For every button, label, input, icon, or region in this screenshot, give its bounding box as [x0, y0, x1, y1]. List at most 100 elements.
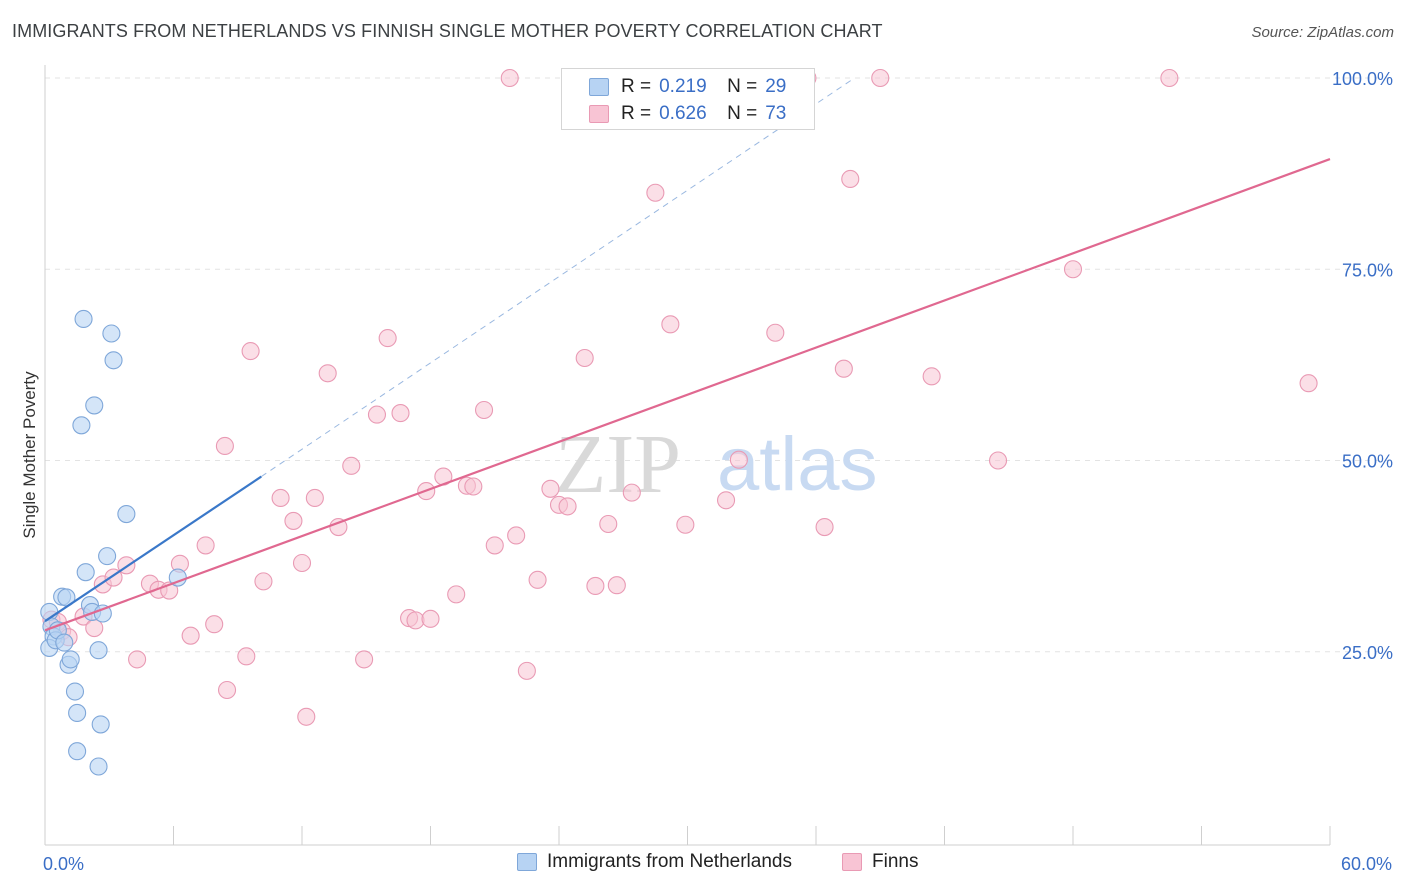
- finns-point: [237, 647, 256, 666]
- finns-point: [815, 518, 834, 537]
- finns-point: [305, 488, 324, 508]
- finns-point: [329, 518, 348, 537]
- finns-point: [871, 68, 890, 88]
- finns-point: [766, 323, 785, 342]
- finns-point: [297, 707, 316, 726]
- source-label: Source: ZipAtlas.com: [1251, 24, 1394, 41]
- chart-title: IMMIGRANTS FROM NETHERLANDS VS FINNISH S…: [12, 21, 883, 41]
- legend-n-label: N =: [727, 103, 758, 124]
- netherlands-point: [68, 742, 87, 761]
- finns-point: [292, 553, 312, 573]
- finns-point: [474, 400, 494, 420]
- netherlands-point: [72, 416, 91, 435]
- watermark-zip: ZIP: [555, 418, 681, 511]
- netherlands-point: [55, 633, 74, 652]
- finns-point: [1160, 68, 1179, 88]
- finns-point: [342, 456, 361, 475]
- legend-row-netherlands: R = 0.219 N = 29: [562, 73, 786, 101]
- stats-legend: R = 0.219 N = 29 R = 0.626 N = 73: [561, 68, 815, 130]
- finns-point: [128, 650, 147, 669]
- netherlands-point: [117, 504, 136, 524]
- finns-point: [1063, 260, 1083, 279]
- finns-point: [500, 68, 519, 88]
- y-tick-label: 25.0%: [1342, 643, 1393, 663]
- finns-point: [447, 585, 466, 604]
- netherlands-point: [91, 715, 110, 734]
- grid-layer: [45, 77, 1392, 653]
- finns-point: [378, 329, 397, 348]
- finns-point: [575, 348, 594, 368]
- legend-r-label: R =: [621, 76, 652, 97]
- y-tick-label: 100.0%: [1332, 69, 1393, 89]
- finns-point: [284, 511, 303, 530]
- finns-point: [507, 526, 526, 545]
- netherlands-point: [89, 641, 108, 660]
- finns-point: [421, 609, 440, 628]
- finns-point: [464, 477, 483, 496]
- finns-point: [661, 315, 680, 334]
- netherlands-point: [61, 650, 80, 669]
- finns-point: [215, 436, 234, 456]
- x-tick-label: 60.0%: [1341, 854, 1392, 874]
- finns-point: [558, 497, 577, 516]
- finns-point: [541, 479, 560, 498]
- bottom-legend-label: Immigrants from Netherlands: [547, 851, 792, 872]
- finns-point: [181, 626, 200, 645]
- finns-point: [528, 570, 547, 589]
- finns-point: [367, 405, 387, 424]
- finns-point: [729, 450, 748, 469]
- legend-r-value: 0.219: [659, 76, 707, 97]
- axis-layer: 25.0% 50.0% 75.0% 100.0% 0.0% 60.0%: [43, 65, 1393, 874]
- netherlands-point: [65, 682, 85, 701]
- legend-swatch-blue: [589, 78, 609, 96]
- finns-point: [205, 615, 224, 634]
- legend-n-value: 73: [765, 103, 787, 124]
- bottom-legend-netherlands: Immigrants from Netherlands: [517, 851, 792, 873]
- legend-n-label: N =: [727, 76, 758, 97]
- netherlands-point: [98, 547, 117, 566]
- bottom-legend-finns: Finns: [842, 851, 918, 873]
- netherlands-point: [76, 563, 95, 582]
- bottom-legend-swatch-blue: [517, 853, 537, 871]
- x-tick-label: 0.0%: [43, 854, 84, 874]
- y-tick-label: 50.0%: [1342, 452, 1393, 472]
- finns-point: [355, 650, 374, 669]
- netherlands-trendline: [44, 475, 262, 623]
- trend-layer: [44, 77, 1331, 632]
- netherlands-point: [89, 757, 108, 776]
- netherlands-point: [85, 396, 104, 415]
- finns-point: [406, 611, 425, 630]
- legend-r-label: R =: [621, 103, 652, 124]
- netherlands-point: [93, 604, 112, 623]
- y-tick-label: 75.0%: [1342, 260, 1393, 280]
- finns-point: [318, 364, 337, 383]
- finns-point: [241, 342, 260, 361]
- finns-point: [391, 404, 410, 423]
- finns-point: [1299, 374, 1318, 393]
- netherlands-point: [104, 351, 123, 370]
- legend-swatch-pink: [589, 105, 609, 123]
- finns-point: [716, 491, 736, 510]
- finns-point: [988, 451, 1008, 470]
- finns-point: [607, 576, 626, 595]
- finns-point: [586, 576, 605, 596]
- watermark: ZIP atlas: [555, 418, 878, 511]
- legend-r-value: 0.626: [659, 103, 707, 124]
- finns-point: [599, 514, 618, 534]
- finns-point: [254, 572, 273, 591]
- bottom-legend-label: Finns: [872, 851, 919, 872]
- finns-point: [485, 536, 504, 555]
- y-axis-label: Single Mother Poverty: [20, 371, 39, 539]
- netherlands-point: [68, 703, 87, 723]
- finns-point: [841, 169, 860, 189]
- finns-point: [622, 483, 641, 502]
- finns-point: [217, 680, 237, 700]
- bottom-legend-swatch-pink: [842, 853, 862, 871]
- finns-point: [922, 367, 941, 386]
- finns-point: [196, 536, 215, 555]
- finns-point: [676, 515, 695, 534]
- netherlands-point: [74, 309, 93, 329]
- legend-row-finns: R = 0.626 N = 73: [562, 100, 786, 128]
- finns-point: [646, 183, 665, 202]
